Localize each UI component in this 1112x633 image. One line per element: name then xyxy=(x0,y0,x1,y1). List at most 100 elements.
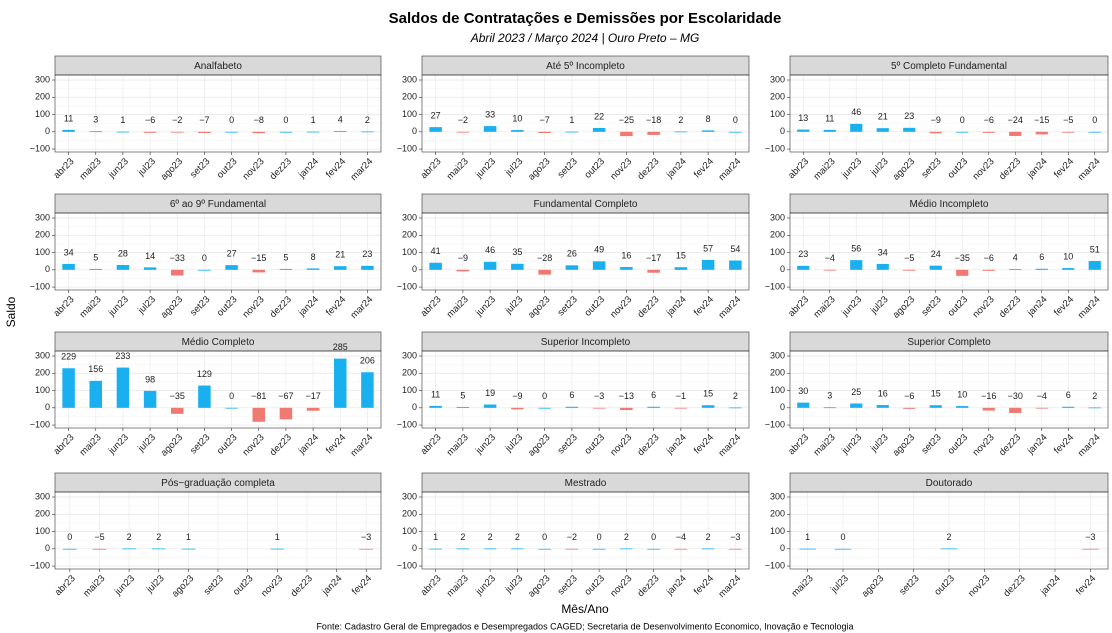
bar xyxy=(122,548,136,550)
x-tick-label: dez23 xyxy=(997,156,1023,182)
value-label: −24 xyxy=(1008,115,1023,125)
value-label: 129 xyxy=(197,369,212,379)
y-tick-label: 0 xyxy=(412,264,417,274)
bar xyxy=(876,405,889,408)
bar xyxy=(1082,548,1099,550)
y-tick-label: 100 xyxy=(402,385,417,395)
value-label: 0 xyxy=(283,115,288,125)
bar xyxy=(565,265,579,270)
x-tick-label: mar24 xyxy=(1076,432,1103,459)
bar xyxy=(565,406,579,408)
value-label: 16 xyxy=(621,250,631,260)
x-tick-label: out23 xyxy=(231,573,256,598)
x-tick-label: dez23 xyxy=(268,432,294,458)
x-tick-label: fev24 xyxy=(1052,432,1076,456)
bar xyxy=(1009,131,1022,136)
x-tick-label: dez23 xyxy=(635,156,661,182)
value-label: 28 xyxy=(118,248,128,258)
bar xyxy=(252,407,265,422)
y-tick-label: 0 xyxy=(780,264,785,274)
value-label: 15 xyxy=(703,389,713,399)
y-tick-label: 0 xyxy=(45,402,50,412)
x-tick-label: ago23 xyxy=(159,432,185,458)
x-tick-label: fev24 xyxy=(324,294,348,318)
bar xyxy=(1035,268,1048,270)
value-label: 4 xyxy=(1013,252,1018,262)
bar xyxy=(797,402,810,408)
value-label: −6 xyxy=(984,115,994,125)
value-label: 2 xyxy=(706,532,711,542)
x-tick-label: jan24 xyxy=(296,294,321,319)
value-label: 0 xyxy=(229,391,234,401)
x-tick-label: set23 xyxy=(202,573,226,597)
bar xyxy=(647,131,660,135)
bar xyxy=(483,548,497,550)
x-tick-label: jan24 xyxy=(1025,156,1050,181)
y-tick-label: 100 xyxy=(770,247,785,257)
x-tick-label: out23 xyxy=(582,294,607,319)
x-tick-label: out23 xyxy=(215,156,240,181)
bar xyxy=(620,131,633,137)
bar xyxy=(647,406,660,408)
value-label: 0 xyxy=(1092,115,1097,125)
y-tick-label: 300 xyxy=(770,350,785,360)
y-tick-label: −100 xyxy=(30,143,50,153)
bar xyxy=(116,131,130,133)
x-tick-label: jun23 xyxy=(839,156,864,181)
x-tick-label: jun23 xyxy=(473,573,498,598)
panel-border xyxy=(54,212,382,291)
x-tick-label: abr23 xyxy=(53,573,78,598)
bar xyxy=(361,131,374,133)
panel-border xyxy=(421,491,750,570)
value-label: −4 xyxy=(1037,391,1047,401)
value-label: 33 xyxy=(485,109,495,119)
value-label: 41 xyxy=(431,246,441,256)
value-label: 23 xyxy=(362,249,372,259)
y-tick-label: 200 xyxy=(770,368,785,378)
bar xyxy=(279,407,293,420)
value-label: 3 xyxy=(827,391,832,401)
bar xyxy=(143,267,157,270)
x-tick-label: dez23 xyxy=(997,294,1023,320)
value-label: 54 xyxy=(730,244,740,254)
bar xyxy=(674,131,688,133)
bar xyxy=(799,548,816,550)
x-tick-label: out23 xyxy=(946,156,971,181)
x-tick-label: nov23 xyxy=(608,294,634,320)
y-axis-title: Saldo xyxy=(4,296,18,327)
value-label: 6 xyxy=(1039,252,1044,262)
value-label: 0 xyxy=(840,532,845,542)
bar xyxy=(429,262,442,270)
bar xyxy=(956,269,969,276)
bar xyxy=(511,548,524,550)
x-tick-label: abr23 xyxy=(52,294,77,319)
value-label: 2 xyxy=(733,391,738,401)
x-tick-label: fev24 xyxy=(324,432,348,456)
bar xyxy=(361,265,374,270)
x-tick-label: ago23 xyxy=(159,294,185,320)
bar xyxy=(306,268,320,270)
x-tick-label: out23 xyxy=(932,573,957,598)
value-label: 13 xyxy=(798,113,808,123)
value-label: −2 xyxy=(172,115,182,125)
value-label: 46 xyxy=(485,245,495,255)
value-label: 2 xyxy=(156,532,161,542)
value-label: −67 xyxy=(278,391,293,401)
x-tick-label: jan24 xyxy=(1025,294,1050,319)
value-label: −17 xyxy=(646,253,661,263)
x-tick-label: dez23 xyxy=(289,573,315,599)
bar xyxy=(729,407,742,409)
bar xyxy=(1088,260,1101,270)
bar xyxy=(279,268,293,270)
x-tick-label: set23 xyxy=(919,432,943,456)
bar xyxy=(1035,407,1048,409)
bar xyxy=(225,265,238,270)
y-tick-label: 0 xyxy=(780,543,785,553)
bar xyxy=(592,261,606,270)
x-tick-label: nov23 xyxy=(971,294,997,320)
bar xyxy=(565,131,579,133)
x-tick-label: set23 xyxy=(919,156,943,180)
bar xyxy=(334,131,347,132)
y-tick-label: 300 xyxy=(770,212,785,222)
bar xyxy=(940,548,958,550)
